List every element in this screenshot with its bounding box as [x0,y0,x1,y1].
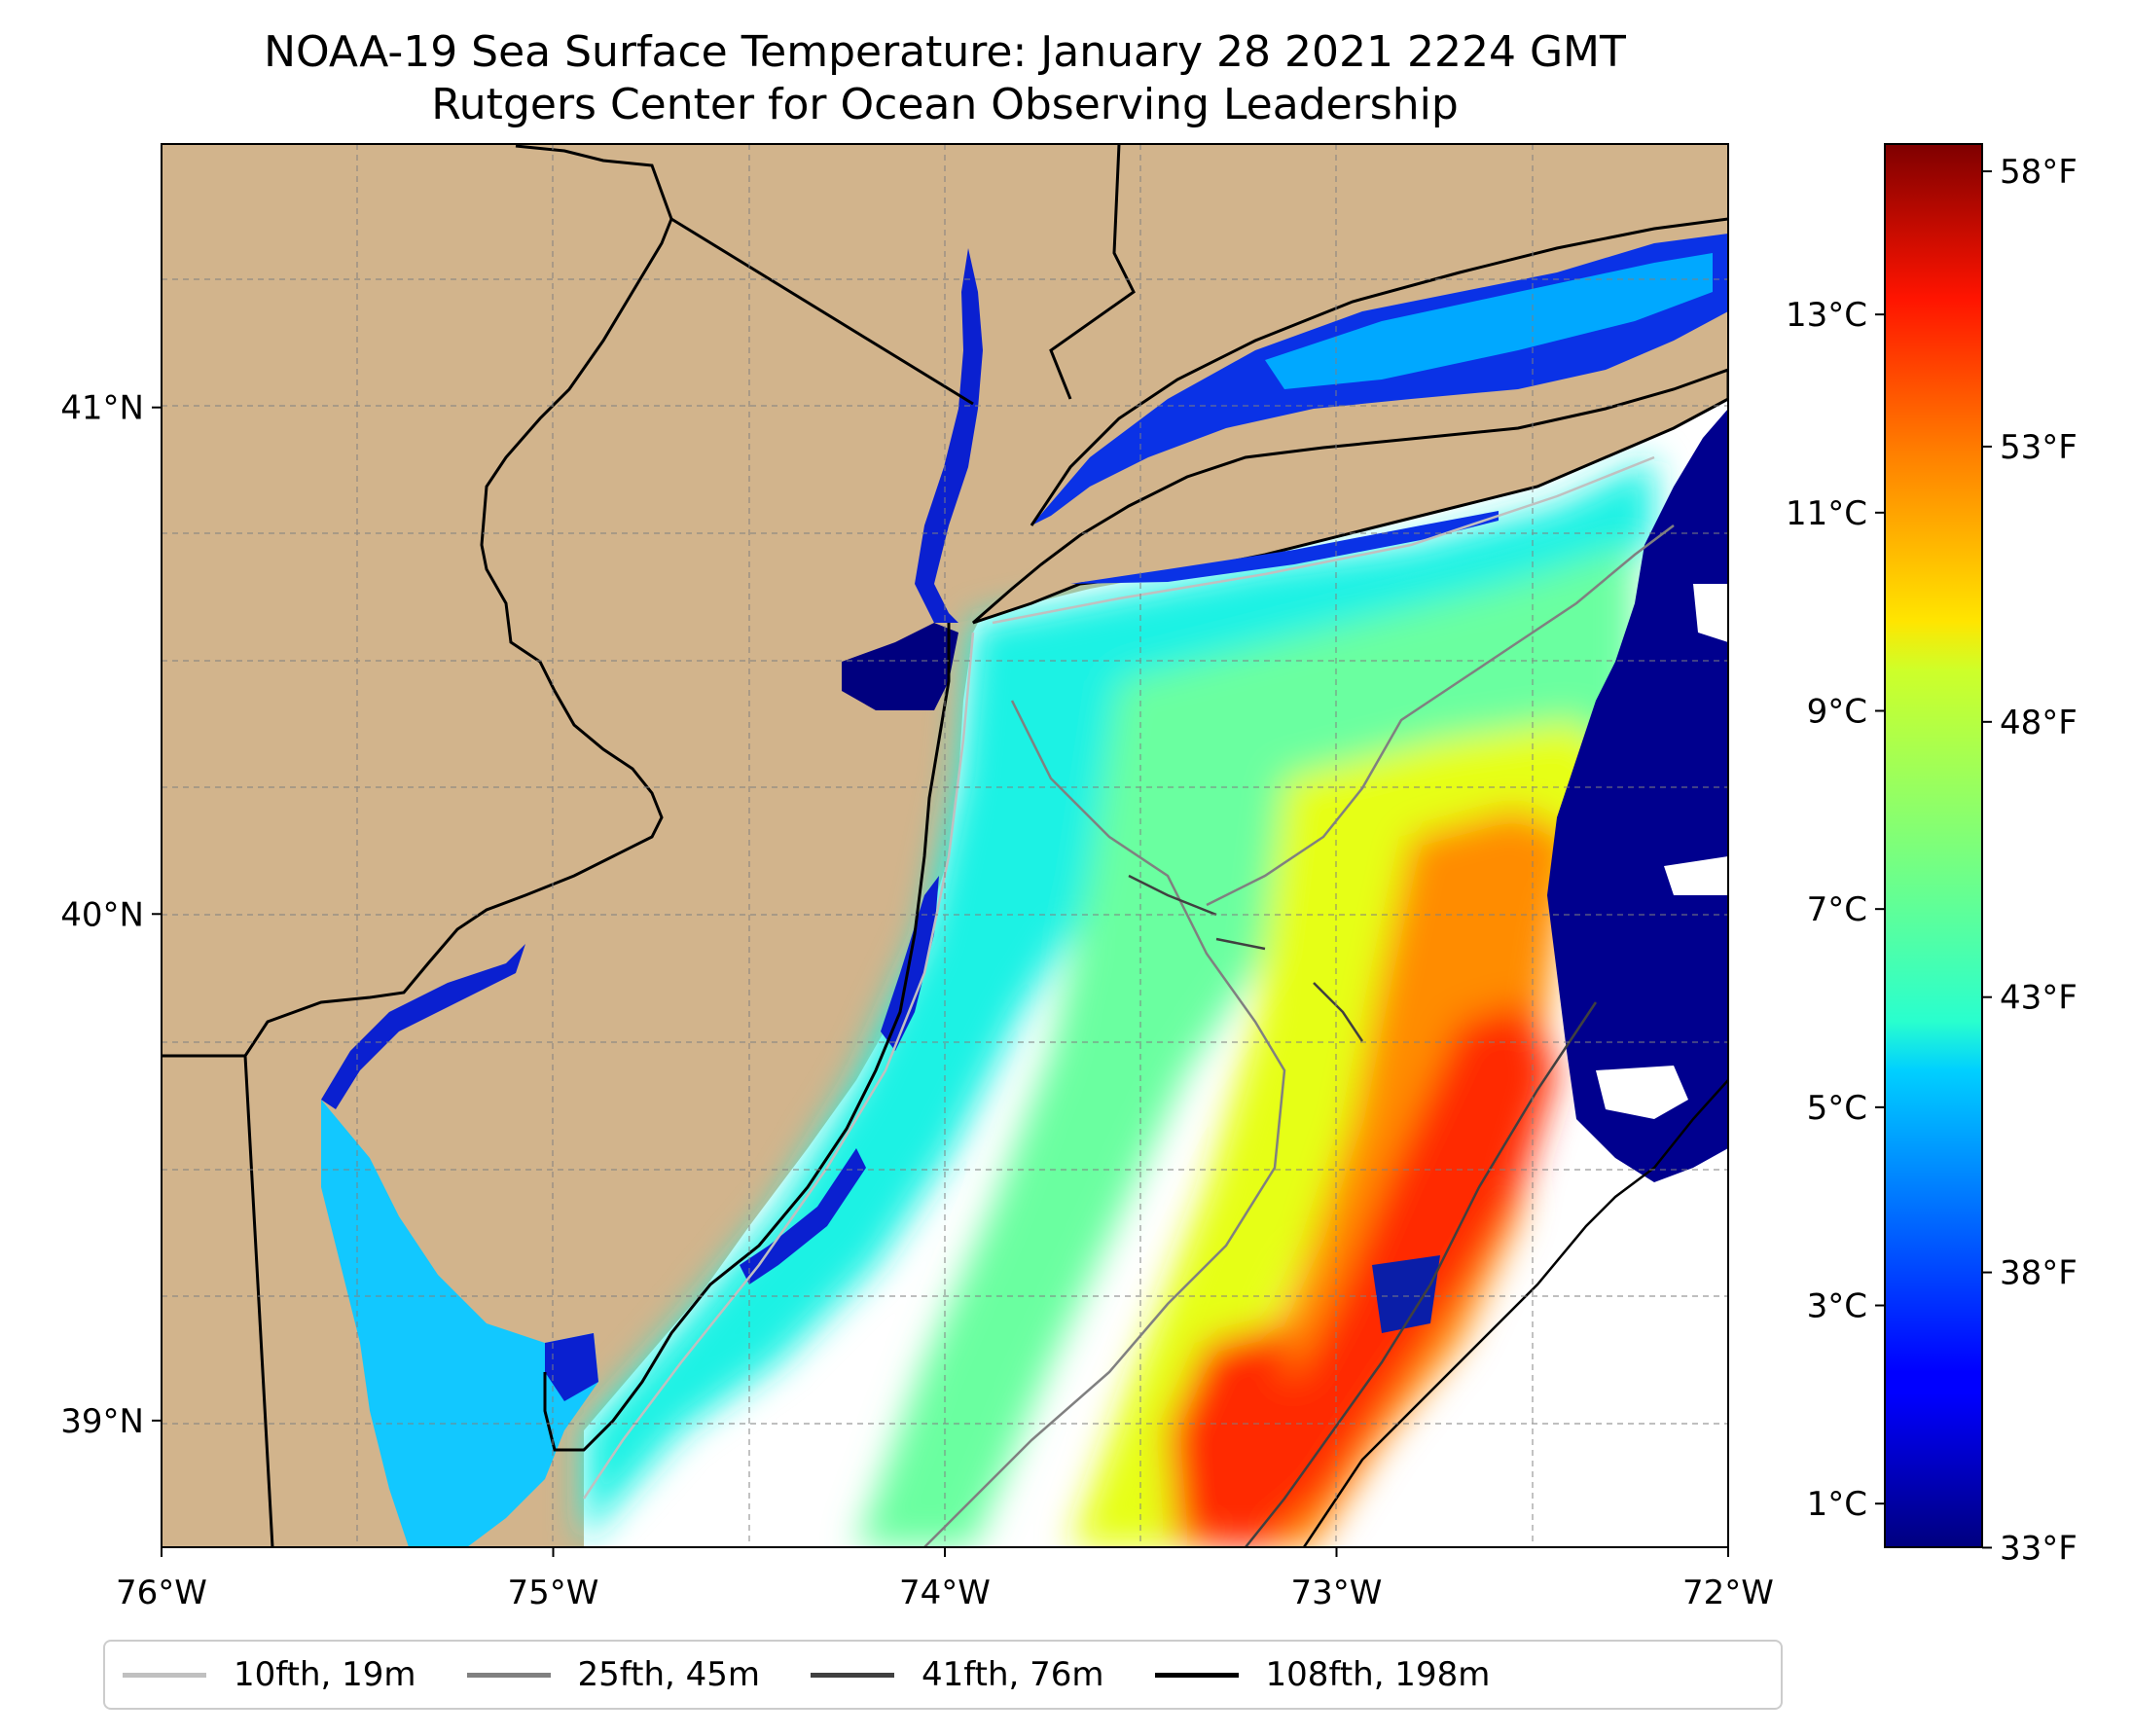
state-boundary [243,218,673,1057]
lon-tick-label: 73°W [1291,1573,1383,1612]
lat-axis: 41°N 40°N 39°N [60,389,162,1441]
legend-label: 25fth, 45m [577,1655,761,1694]
raritan-bay [842,623,958,710]
legend-line-swatch [811,1672,895,1678]
legend-item: 25fth, 45m [466,1655,761,1694]
contour-25fth [923,700,1286,1547]
lat-tick-label: 40°N [60,895,144,934]
colorbar-fahrenheit-label: 43°F [2000,979,2078,1018]
colorbar-fahrenheit-label: 53°F [2000,428,2078,467]
long-island-sound-warm [1265,253,1713,389]
cold-water-east [1547,409,1728,1182]
contour-108fth [1302,1079,1728,1547]
legend-line-swatch [466,1672,551,1678]
legend-line-swatch [1154,1672,1239,1678]
colorbar-celsius-label: 7°C [1807,890,1867,929]
cloud-patch [1664,856,1728,895]
lon-axis: 76°W 75°W 74°W 73°W 72°W [116,1547,1774,1612]
cloud-patch [1596,1066,1688,1119]
colorbar-fahrenheit-label: 33°F [2000,1529,2078,1568]
contour-25fth [1206,524,1675,907]
contour-10fth [992,455,1655,625]
legend-label: 41fth, 76m [921,1655,1104,1694]
legend: 10fth, 19m 25fth, 45m 41fth, 76m 108fth, 19… [103,1640,1783,1710]
colorbar-celsius-label: 13°C [1786,296,1867,335]
legend-item: 41fth, 76m [811,1655,1104,1694]
delaware-river [321,944,525,1109]
lon-tick-label: 75°W [508,1573,599,1612]
legend-label: 108fth, 198m [1265,1655,1491,1694]
hudson-river [915,248,983,623]
map-panel [162,144,1728,1547]
contour-10fth [582,632,975,1500]
map-subtitle: Rutgers Center for Ocean Observing Leade… [431,80,1459,129]
state-boundary [670,217,974,406]
colorbar-celsius-label: 5°C [1807,1089,1867,1128]
state-boundary [515,144,673,220]
colorbar-celsius-label: 9°C [1807,693,1867,732]
colorbar-celsius-label: 1°C [1807,1485,1867,1524]
back-bays [740,1148,866,1284]
legend-item: 108fth, 198m [1154,1655,1491,1694]
legend-label: 10fth, 19m [234,1655,416,1694]
lon-tick-label: 72°W [1682,1573,1774,1612]
colorbar-celsius-axis: 1°C 3°C 5°C 7°C 9°C 11°C 13°C [1786,296,1885,1524]
colorbar-fahrenheit-label: 38°F [2000,1254,2078,1293]
cold-intrusion [1372,1255,1440,1333]
map-title: NOAA-19 Sea Surface Temperature: January… [264,27,1626,77]
cloud-patch [1693,584,1728,642]
lat-tick-label: 41°N [60,389,144,428]
colorbar-celsius-label: 11°C [1786,494,1867,533]
lon-tick-label: 76°W [116,1573,207,1612]
contour-41fth [1128,874,1364,1042]
lon-tick-label: 74°W [899,1573,991,1612]
colorbar-celsius-label: 3°C [1807,1287,1867,1326]
colorbar-fahrenheit-axis: 33°F 38°F 43°F 48°F 53°F 58°F [1982,153,2078,1568]
lat-tick-label: 39°N [60,1402,144,1441]
state-boundary [1049,144,1136,400]
bathymetry-contours [582,455,1728,1547]
delaware-bay-edge [545,1333,598,1401]
colorbar-fahrenheit-label: 48°F [2000,704,2078,742]
colorbar-fahrenheit-label: 58°F [2000,153,2078,192]
colorbar: 1°C 3°C 5°C 7°C 9°C 11°C 13°C 33°F 38°F 43°F 48°F… [1786,143,2078,1568]
delaware-bay [321,1100,598,1547]
colorbar-gradient [1884,143,1983,1548]
new-jersey-coast [543,623,951,1452]
legend-line-swatch [123,1672,206,1678]
legend-item: 10fth, 19m [123,1655,416,1694]
connecticut-coast [1030,217,1728,526]
gridlines [162,144,1728,1547]
contour-41fth [1245,1001,1598,1547]
